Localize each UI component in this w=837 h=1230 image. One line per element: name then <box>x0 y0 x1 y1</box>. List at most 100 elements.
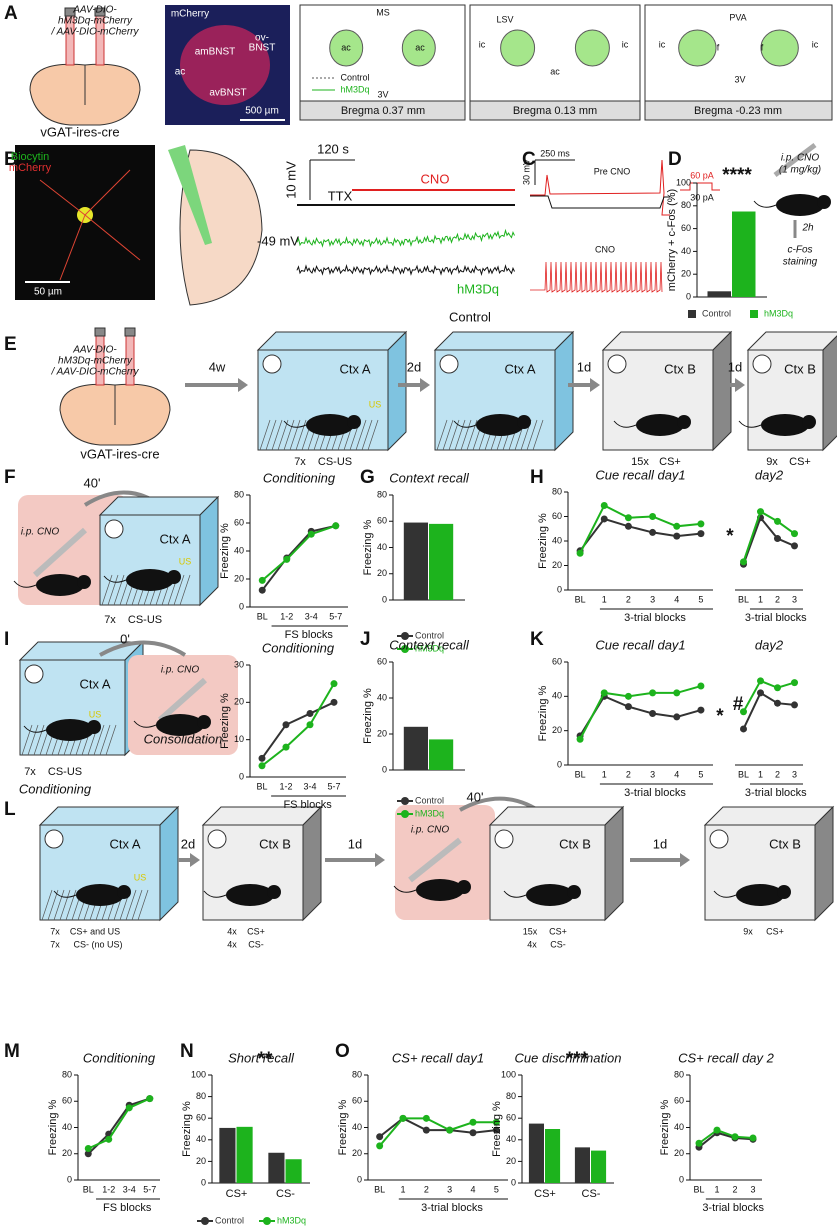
label: 4w <box>209 359 226 374</box>
grid-floor <box>173 574 185 606</box>
label: CS- <box>550 939 566 949</box>
x-tick-label: BL <box>256 781 267 791</box>
x-tick-label: 1 <box>400 1184 405 1194</box>
y-tick-label: 40 <box>552 535 562 545</box>
label: US <box>179 556 192 566</box>
y-tick-label: 20 <box>62 1148 72 1158</box>
grid-floor <box>361 419 373 451</box>
x-tick-label: 3 <box>650 594 655 604</box>
mouse-tail <box>453 420 477 428</box>
grid-floor <box>27 724 39 756</box>
point <box>757 689 764 697</box>
x-tick-label: 5-7 <box>327 781 340 791</box>
label: Pre CNO <box>594 166 631 176</box>
point <box>258 586 266 594</box>
series-line <box>579 517 702 552</box>
chart-title: Context recall <box>389 637 470 652</box>
point <box>376 1142 384 1150</box>
histology-signal <box>180 25 270 105</box>
y-axis-label: Freezing % <box>337 1099 349 1155</box>
arrow-head <box>238 378 248 392</box>
speaker <box>439 354 459 374</box>
point <box>600 501 608 509</box>
x-tick-label: 5 <box>698 769 703 779</box>
label: Ctx A <box>109 836 140 851</box>
point <box>713 1126 721 1134</box>
label: 1d <box>728 359 742 374</box>
y-tick-label: 40 <box>352 1122 362 1132</box>
point <box>258 576 266 584</box>
grid-floor <box>460 419 472 451</box>
label: mCherry <box>9 162 52 174</box>
point <box>84 1145 92 1152</box>
label: f <box>717 42 720 52</box>
point <box>673 689 681 697</box>
box-side <box>199 495 219 607</box>
y-tick-label: 40 <box>196 1134 206 1144</box>
y-tick-label: 40 <box>377 692 387 702</box>
point <box>469 1118 477 1126</box>
label: 7x <box>50 939 60 949</box>
series-line <box>742 679 795 713</box>
label: Ctx A <box>159 531 190 546</box>
point <box>757 508 764 516</box>
point <box>697 706 705 714</box>
curved-arrow <box>99 640 187 657</box>
bnst-left <box>678 29 717 67</box>
label: ov- <box>255 33 269 44</box>
legend-label: Control <box>415 795 444 805</box>
mouse <box>46 719 94 741</box>
grid-floor <box>105 724 117 756</box>
y-tick-label: 0 <box>201 1177 206 1187</box>
point <box>697 530 705 538</box>
x-axis-label: 3-trial blocks <box>745 612 807 624</box>
point <box>791 530 798 538</box>
label: hM3Dq <box>340 84 369 94</box>
x-tick-label: CS- <box>276 1188 295 1200</box>
label: 40' <box>467 789 484 804</box>
label: 500 µm <box>245 106 279 117</box>
y-tick-label: 20 <box>377 728 387 738</box>
grid-floor <box>33 724 45 756</box>
bar <box>429 523 454 600</box>
needle-cap <box>124 327 136 337</box>
annotation: * <box>716 706 724 727</box>
label: TTX <box>328 188 353 203</box>
label: 9x <box>743 926 753 936</box>
x-tick-label: 1 <box>758 769 763 779</box>
x-tick-label: 5-7 <box>329 611 342 621</box>
x-tick-label: 3-4 <box>305 611 318 621</box>
box-top <box>98 496 220 516</box>
point <box>774 684 781 692</box>
bar <box>403 726 428 770</box>
mouse-tail <box>283 420 307 428</box>
needle-cap <box>64 7 76 17</box>
annotation: **** <box>722 165 752 186</box>
trace-control <box>296 263 515 277</box>
label: 9x <box>766 456 778 468</box>
y-tick-label: 40 <box>62 1122 72 1132</box>
arrow-head <box>680 853 690 867</box>
mouse <box>306 414 354 436</box>
mouse-tail <box>103 575 127 583</box>
bar <box>403 522 428 600</box>
label: amBNST <box>195 47 236 58</box>
point <box>774 535 781 543</box>
x-axis-label: FS blocks <box>103 1202 152 1214</box>
label: ac <box>341 42 351 52</box>
x-tick-label: 5 <box>698 594 703 604</box>
label: CNO <box>595 244 615 254</box>
legend-label: hM3Dq <box>415 808 444 818</box>
label: LSV <box>496 14 513 24</box>
arrow-head <box>420 378 430 392</box>
label: ic <box>659 39 666 49</box>
y-tick-label: 20 <box>196 1156 206 1166</box>
mouse-head <box>457 880 471 894</box>
mouse-head <box>677 415 691 429</box>
mouse <box>226 884 274 906</box>
grid-floor <box>53 889 65 921</box>
point <box>740 708 747 716</box>
chart-title: CS+ recall day1 <box>392 1050 484 1065</box>
x-tick-label: BL <box>257 611 268 621</box>
